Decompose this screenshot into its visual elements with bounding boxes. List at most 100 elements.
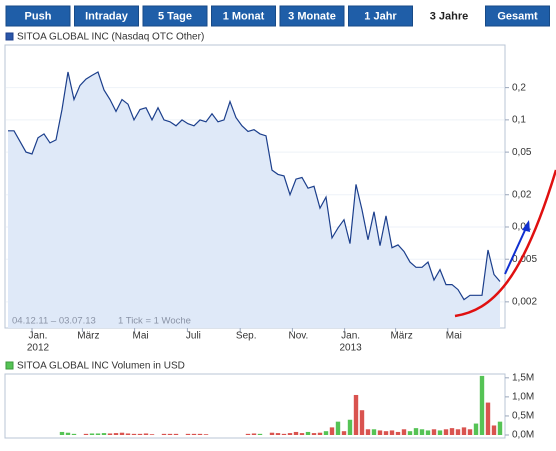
volume-bar [467,429,473,435]
tab[interactable] [279,5,345,27]
y-tick-label: 0,1 [512,115,526,126]
y-tick-label: 0,02 [512,189,532,200]
volume-bar [407,431,413,435]
x-tick-label: März [390,331,412,342]
tab-bar: Push Intraday 5 Tage 1 Monat 3 Monate 1 Jahr 3… [5,5,550,27]
volume-bar [389,430,395,435]
volume-bar [497,421,503,435]
volume-bar [287,433,293,435]
volume-bar [143,433,149,435]
annotation-arrow [504,227,527,275]
y-tick-label: 0,005 [512,254,537,265]
x-tick-label: Nov. [288,331,308,342]
volume-chart: 1,5M 1,0M 0,5M 0,0M [59,372,534,441]
volume-bar [83,433,89,435]
x-tick-label: Jan. [29,331,48,342]
volume-bar [131,433,137,435]
x-tick-label: Sep. [236,331,257,342]
volume-bar [197,433,203,435]
volume-bar [107,433,113,435]
y-tick-label: 1,5M [512,372,534,383]
volume-bar [365,429,371,435]
x-tick-label: Juli [186,331,201,342]
volume-bar [119,432,125,435]
tab-label[interactable]: 3 Jahre [430,10,469,22]
volume-bar [437,430,443,435]
tick-note: 1 Tick = 1 Woche [118,316,191,327]
volume-bar [335,421,341,435]
tab[interactable] [5,5,71,27]
price-line [8,71,501,301]
volume-bar [275,433,281,435]
volume-bar [191,433,197,435]
volume-bar [473,423,479,435]
volume-bar [299,433,305,435]
volume-bar [431,429,437,435]
volume-bar [257,433,263,435]
volume-bar [425,430,431,435]
annotation-curve [454,169,556,318]
tab-label[interactable]: Gesamt [497,10,538,22]
price-chart: 0,20,10,050,020,010,0050,002Jan.2012März… [6,71,537,354]
tab[interactable] [416,5,482,27]
volume-bar [401,429,407,435]
volume-bar [59,431,65,435]
volume-bar [455,429,461,435]
tab-label[interactable]: 5 Tage [158,10,192,22]
y-tick-label: 0,5M [512,411,534,422]
volume-bar [311,433,317,435]
x-tick-label: März [77,331,99,342]
tab[interactable] [211,5,276,27]
y-tick-label: 0,2 [512,82,526,93]
tab[interactable] [348,5,413,27]
y-tick-label: 0,05 [512,147,532,158]
volume-bar [113,433,119,435]
y-tick-label: 0,01 [512,222,532,233]
tab-label[interactable]: Intraday [85,10,129,22]
volume-bar [443,429,449,435]
tab-label[interactable]: 1 Monat [223,10,265,22]
volume-bar [89,433,95,435]
volume-bar [185,433,191,435]
x-tick-label: Mai [133,331,149,342]
volume-bar [71,433,77,435]
x-tick-sublabel: 2013 [339,343,362,354]
x-tick-label: Mai [446,331,462,342]
tab[interactable] [485,5,550,27]
volume-bar [317,432,323,435]
volume-bar [449,428,455,435]
volume-bar [377,430,383,435]
volume-bar [173,433,179,435]
date-range: 04.12.11 – 03.07.13 [12,316,96,327]
volume-bar [329,427,335,435]
volume-bar [353,394,359,435]
tab-label[interactable]: 3 Monate [288,10,336,22]
volume-bar [293,431,299,435]
volume-bar [125,433,131,435]
annotation-arrowhead [522,220,530,232]
volume-bar [359,410,365,435]
tab[interactable] [142,5,208,27]
x-tick-label: Jan. [341,331,360,342]
volume-bar [101,433,107,435]
volume-bar [167,433,173,435]
volume-bar [269,432,275,435]
volume-bar [281,433,287,435]
volume-bar [413,428,419,435]
volume-bar [149,434,155,435]
volume-plot-area [4,373,506,439]
tab[interactable] [74,5,139,27]
y-tick-label: 0,002 [512,296,537,307]
tab-label[interactable]: Push [25,10,52,22]
volume-bar [383,431,389,435]
volume-bar [479,375,485,435]
volume-bar [161,433,167,435]
volume-bar [95,433,101,435]
legend-label: SITOA GLOBAL INC (Nasdaq OTC Other) [17,32,204,43]
tab-label[interactable]: 1 Jahr [364,10,397,22]
area-fill [8,72,500,328]
volume-bar [395,431,401,435]
volume-bar [245,433,251,435]
legend-swatch [5,361,14,370]
